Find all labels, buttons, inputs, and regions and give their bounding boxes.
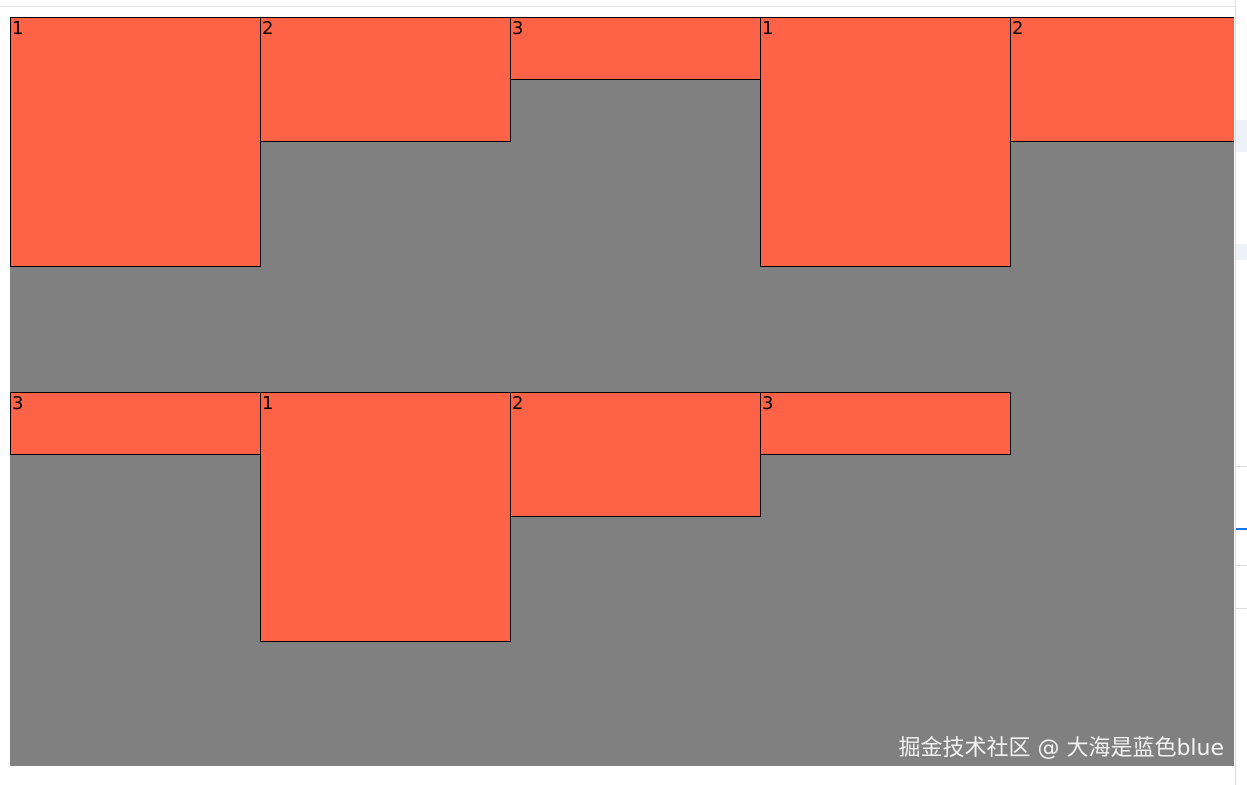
grid-item-1: 1: [260, 392, 511, 642]
devtools-divider: [1236, 565, 1247, 566]
devtools-divider: [1236, 466, 1247, 467]
grid-item-1: 1: [760, 17, 1011, 267]
grid-item-3: 3: [10, 392, 261, 455]
grid-item-3: 3: [510, 17, 761, 80]
devtools-panel[interactable]: [1235, 0, 1247, 785]
devtools-active-tab-indicator: [1236, 528, 1247, 530]
grid-item-1: 1: [10, 17, 261, 267]
grid-item-2: 2: [510, 392, 761, 517]
browser-top-divider: [0, 6, 1235, 7]
devtools-divider: [1236, 608, 1247, 609]
devtools-ellipsis-row[interactable]: [1236, 244, 1247, 260]
watermark: 掘金技术社区 @ 大海是蓝色blue: [898, 736, 1224, 761]
devtools-selected-row[interactable]: [1236, 120, 1247, 152]
grid-item-2: 2: [260, 17, 511, 142]
grid-item-2: 2: [1010, 17, 1234, 142]
flex-container: 1 2 3 1 2 3 1 2 3 掘金技术社区 @ 大海是蓝色blue: [10, 17, 1234, 766]
grid-item-3: 3: [760, 392, 1011, 455]
